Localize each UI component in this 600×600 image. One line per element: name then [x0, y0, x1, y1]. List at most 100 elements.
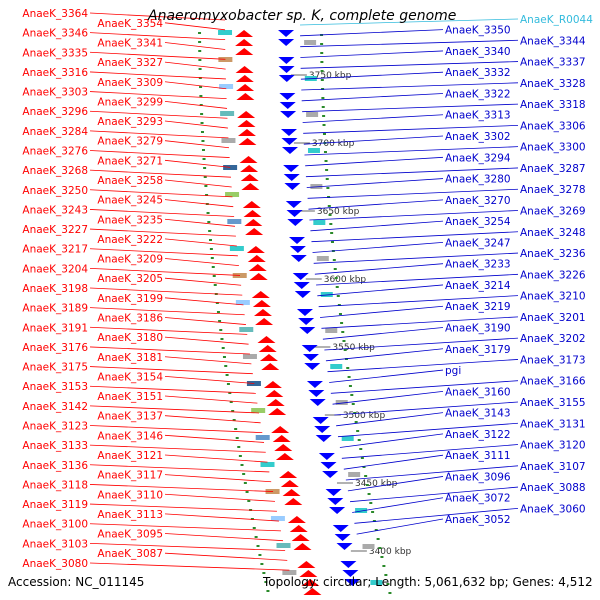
- label-connector: [301, 82, 519, 91]
- ring-dot: [256, 545, 260, 547]
- forward-gene-mark: [235, 48, 254, 55]
- reverse-gene-mark: [329, 507, 346, 514]
- gene-label-right: AnaeK_3210: [520, 291, 586, 303]
- feature-block: [316, 256, 329, 261]
- ring-dot: [219, 329, 223, 331]
- label-connector: [341, 444, 519, 459]
- feature-block: [276, 543, 291, 548]
- reverse-gene-mark: [304, 363, 321, 370]
- ring-dot: [337, 304, 341, 306]
- gene-label-left: AnaeK_3268: [22, 165, 88, 177]
- ring-dot: [342, 340, 346, 342]
- label-connector: [345, 465, 519, 481]
- label-connector: [314, 263, 444, 275]
- gene-label-right: AnaeK_3287: [520, 163, 586, 175]
- ring-dot: [343, 349, 347, 351]
- ring-dot: [322, 115, 326, 117]
- ring-dot: [365, 484, 369, 486]
- gene-label-left: AnaeK_3121: [97, 450, 163, 462]
- feature-block: [260, 462, 275, 467]
- feature-block: [313, 220, 326, 225]
- feature-block: [304, 40, 317, 45]
- reverse-gene-mark: [293, 282, 310, 289]
- ring-dot: [332, 259, 336, 261]
- forward-gene-mark: [265, 390, 284, 397]
- gene-label-left: AnaeK_3103: [22, 538, 88, 550]
- feature-block: [320, 292, 333, 297]
- label-connector: [89, 110, 228, 119]
- forward-gene-mark: [258, 345, 277, 352]
- ring-dot: [211, 266, 215, 268]
- label-connector: [164, 120, 228, 129]
- label-connector: [164, 277, 242, 286]
- gene-label-right: AnaeK_3340: [445, 46, 511, 58]
- gene-labels: AnaeK_3364 AnaeK_3354 AnaeK_3346 AnaeK_3341…: [22, 8, 593, 570]
- gene-label-right: AnaeK_3131: [520, 418, 586, 430]
- map-title: Anaeromyxobacter sp. K, complete genome: [148, 8, 457, 24]
- label-connector: [309, 210, 519, 221]
- ring-dot: [232, 419, 236, 421]
- feature-block: [255, 435, 270, 440]
- reverse-gene-mark: [340, 561, 357, 568]
- forward-gene-mark: [251, 291, 270, 298]
- label-connector: [324, 337, 519, 351]
- forward-gene-mark: [291, 534, 310, 541]
- reverse-gene-mark: [281, 147, 298, 154]
- ring-dot: [258, 554, 262, 556]
- label-connector: [311, 231, 519, 243]
- gene-label-right: AnaeK_3219: [445, 301, 511, 313]
- gene-label-right: pgi: [445, 365, 461, 377]
- forward-gene-mark: [297, 561, 316, 568]
- label-connector: [89, 228, 236, 237]
- reverse-gene-mark: [280, 111, 297, 118]
- label-connector: [164, 100, 228, 109]
- ring-dot: [202, 158, 206, 160]
- gene-label-left: AnaeK_3154: [97, 371, 163, 383]
- gene-label-right: AnaeK_3120: [520, 440, 586, 452]
- label-connector: [89, 346, 250, 355]
- gene-label-left: AnaeK_3117: [97, 470, 163, 482]
- gene-label-right: AnaeK_3328: [520, 78, 586, 90]
- ring-dot: [215, 302, 219, 304]
- reverse-gene-mark: [280, 129, 297, 136]
- ring-dot: [237, 446, 241, 448]
- forward-gene-mark: [240, 165, 259, 172]
- feature-block: [220, 111, 235, 116]
- gene-label-right: AnaeK_3322: [445, 88, 511, 100]
- ring-dot: [341, 331, 345, 333]
- feature-block: [225, 192, 240, 197]
- gene-label-right: AnaeK_3166: [520, 376, 586, 388]
- reverse-gene-mark: [278, 57, 295, 64]
- ring-dot: [225, 374, 229, 376]
- gene-label-left: AnaeK_3146: [97, 430, 163, 442]
- gene-label-right: AnaeK_3350: [445, 25, 511, 37]
- ring-dot: [364, 475, 368, 477]
- gene-label-right: AnaeK_3179: [445, 344, 511, 356]
- ring-dot: [238, 455, 242, 457]
- label-connector: [89, 503, 277, 512]
- forward-gene-mark: [271, 426, 290, 433]
- ring-dot: [199, 95, 203, 97]
- forward-gene-mark: [303, 588, 322, 595]
- ring-dot: [323, 151, 327, 153]
- ring-dot: [320, 61, 324, 63]
- label-connector: [164, 22, 226, 31]
- forward-gene-mark: [255, 318, 274, 325]
- ring-dot: [200, 131, 204, 133]
- gene-label-left: AnaeK_3180: [97, 332, 163, 344]
- forward-gene-mark: [280, 480, 299, 487]
- ring-dot: [388, 592, 392, 594]
- ring-dot: [199, 86, 203, 88]
- label-connector: [303, 124, 519, 134]
- reverse-gene-mark: [314, 426, 331, 433]
- gene-label-right: AnaeK_3313: [445, 110, 511, 122]
- gene-label-left: AnaeK_3243: [22, 204, 88, 216]
- label-connector: [330, 380, 519, 394]
- reverse-gene-mark: [334, 534, 351, 541]
- gene-label-left: AnaeK_3176: [22, 342, 88, 354]
- feature-block: [242, 354, 257, 359]
- label-connector: [300, 39, 519, 48]
- ring-dot: [353, 412, 357, 414]
- reverse-gene-mark: [278, 75, 295, 82]
